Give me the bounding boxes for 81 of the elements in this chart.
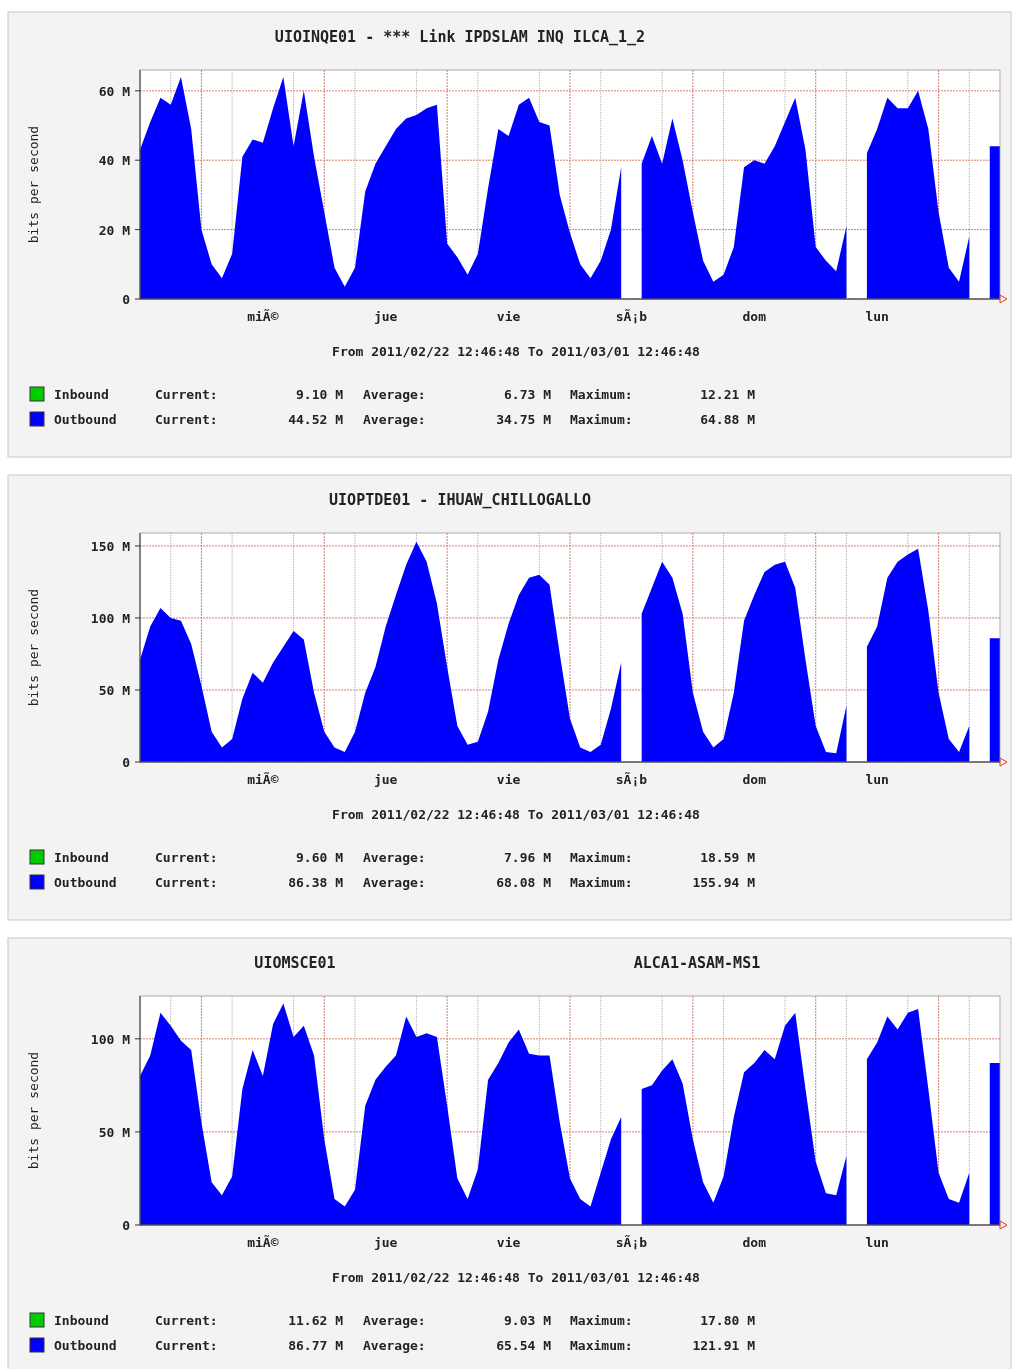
x-tick-label: sÃ¡b [615,1235,648,1250]
y-axis-title: bits per second [26,1051,41,1170]
text: 9.10 M [296,387,344,402]
text: Current: [155,850,218,865]
y-tick-label: 100 M [90,1031,131,1047]
chart-title: UIOINQE01 - *** Link IPDSLAM INQ ILCA_1_2 [274,28,646,46]
x-tick-label: sÃ¡b [615,772,648,787]
text: Current: [155,1338,218,1353]
y-tick-label: 20 M [98,222,131,238]
text: Maximum: [570,1313,633,1328]
x-tick-label: dom [742,772,767,787]
x-tick-label: vie [496,772,521,787]
text: Maximum: [570,387,633,402]
text: 86.38 M [288,875,344,890]
text: 12.21 M [700,387,756,402]
text: Maximum: [570,875,633,890]
y-tick-label: 40 M [98,153,131,169]
y-tick-label: 0 [122,292,131,307]
text: 7.96 M [504,850,552,865]
x-tick-label: lun [865,772,889,787]
text: Current: [155,412,218,427]
text: 9.03 M [504,1313,552,1328]
text: From 2011/02/22 12:46:48 To 2011/03/01 12:46:48 [332,807,701,822]
text: 155.94 M [692,875,756,890]
text: 11.62 M [288,1313,344,1328]
x-tick-label: vie [496,309,521,324]
x-tick-label: jue [373,309,398,324]
text: 6.73 M [504,387,552,402]
text: 65.54 M [496,1338,552,1353]
text: Average: [363,850,426,865]
legend-label: Inbound [54,1313,109,1328]
text: Current: [155,387,218,402]
text: Average: [363,387,426,402]
text: 121.91 M [692,1338,756,1353]
x-tick-label: lun [865,1235,889,1250]
text: Outbound [54,412,117,427]
text: 9.60 M [296,850,344,865]
text: 17.80 M [700,1313,756,1328]
text: From 2011/02/22 12:46:48 To 2011/03/01 12:46:48 [332,1270,701,1285]
x-tick-label: miÃ© [247,1235,279,1250]
x-tick-label: lun [865,309,889,324]
text: Current: [155,875,218,890]
text: 86.77 M [288,1338,344,1353]
y-tick-label: 0 [122,1218,131,1233]
x-tick-label: dom [742,309,767,324]
text: 44.52 M [288,412,344,427]
x-tick-label: jue [373,772,398,787]
x-tick-label: dom [742,1235,767,1250]
x-tick-label: miÃ© [247,309,279,324]
y-axis-title: bits per second [26,588,41,707]
y-tick-label: 100 M [90,610,131,626]
chart-subtitle: ALCA1-ASAM-MS1 [633,954,761,972]
x-tick-label: miÃ© [247,772,279,787]
y-tick-label: 60 M [98,83,131,99]
legend-label: Inbound [54,850,109,865]
text: Maximum: [570,1338,633,1353]
text: 18.59 M [700,850,756,865]
chart-title: UIOMSCE01 [254,954,336,972]
x-tick-label: jue [373,1235,398,1250]
text: Average: [363,1313,426,1328]
text: 64.88 M [700,412,756,427]
chart-title: UIOPTDE01 - IHUAW_CHILLOGALLO [329,491,591,509]
text: From 2011/02/22 12:46:48 To 2011/03/01 12:46:48 [332,344,701,359]
text: 68.08 M [496,875,552,890]
y-tick-label: 150 M [90,538,131,554]
x-tick-label: vie [496,1235,521,1250]
text: Average: [363,412,426,427]
text: Maximum: [570,412,633,427]
text: Current: [155,1313,218,1328]
text: Outbound [54,1338,117,1353]
y-tick-label: 50 M [98,1124,131,1140]
text: Average: [363,875,426,890]
text: Average: [363,1338,426,1353]
legend-label: Outbound [54,875,117,890]
x-tick-label: sÃ¡b [615,309,648,324]
text: Maximum: [570,850,633,865]
y-tick-label: 0 [122,755,131,770]
legend-label: Inbound [54,387,109,402]
text: 34.75 M [496,412,552,427]
y-tick-label: 50 M [98,682,131,698]
y-axis-title: bits per second [26,125,41,244]
